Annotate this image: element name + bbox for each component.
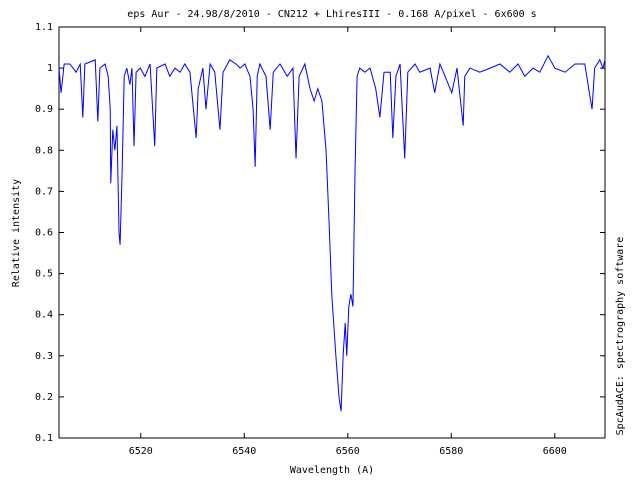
y-tick-label: 0.2 <box>35 392 53 403</box>
x-tick-label: 6560 <box>336 446 360 457</box>
y-tick-label: 0.5 <box>35 269 53 280</box>
x-tick-label: 6580 <box>439 446 463 457</box>
plot-frame <box>58 26 606 439</box>
x-tick-label: 6520 <box>129 446 153 457</box>
y-tick-label: 0.1 <box>35 433 53 444</box>
x-axis-label: Wavelength (A) <box>290 465 374 476</box>
y-tick-label: 0.9 <box>35 104 53 115</box>
y-tick-label: 0.3 <box>35 351 53 362</box>
x-tick-label: 6540 <box>232 446 256 457</box>
chart-title: eps Aur - 24.98/8/2010 - CN212 + LhiresI… <box>127 9 536 20</box>
y-tick-label: 1 <box>47 63 53 74</box>
x-tick-label: 6600 <box>543 446 567 457</box>
spectrum-line <box>58 54 606 412</box>
y-tick-label: 0.7 <box>35 186 53 197</box>
y-tick-label: 0.4 <box>35 310 53 321</box>
y-axis-label: Relative intensity <box>11 179 22 287</box>
y-tick-label: 0.6 <box>35 228 53 239</box>
side-note: SpcAudACE: spectrography software <box>615 237 626 436</box>
y-tick-label: 1.1 <box>35 22 53 33</box>
y-tick-label: 0.8 <box>35 145 53 156</box>
